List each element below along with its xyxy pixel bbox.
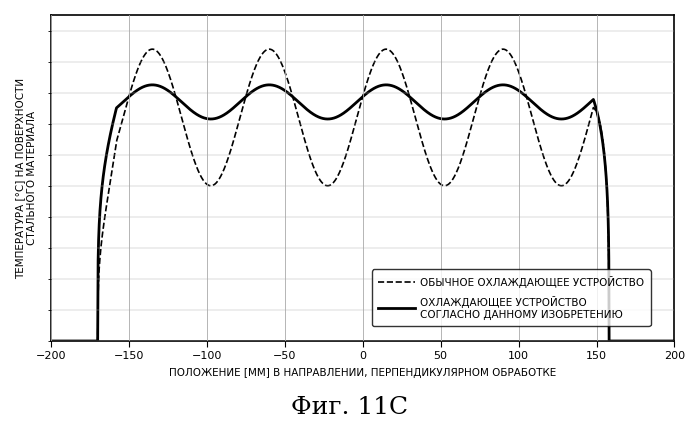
Text: Фиг. 11C: Фиг. 11C [291,396,409,419]
ОХЛАЖДАЮЩЕЕ УСТРОЙСТВО
СОГЛАСНО ДАННОМУ ИЗОБРЕТЕНИЮ [47,338,55,343]
ОБЫЧНОЕ ОХЛАЖДАЮЩЕЕ УСТРОЙСТВО [343,148,351,154]
ОХЛАЖДАЮЩЕЕ УСТРОЙСТВО
СОГЛАСНО ДАННОМУ ИЗОБРЕТЕНИЮ [651,338,659,343]
Line: ОХЛАЖДАЮЩЕЕ УСТРОЙСТВО
СОГЛАСНО ДАННОМУ ИЗОБРЕТЕНИЮ: ОХЛАЖДАЮЩЕЕ УСТРОЙСТВО СОГЛАСНО ДАННОМУ … [51,85,674,341]
ОБЫЧНОЕ ОХЛАЖДАЮЩЕЕ УСТРОЙСТВО [620,338,629,343]
ОБЫЧНОЕ ОХЛАЖДАЮЩЕЕ УСТРОЙСТВО [148,47,157,52]
ОХЛАЖДАЮЩЕЕ УСТРОЙСТВО
СОГЛАСНО ДАННОМУ ИЗОБРЕТЕНИЮ [148,82,157,88]
X-axis label: ПОЛОЖЕНИЕ [ММ] В НАПРАВЛЕНИИ, ПЕРПЕНДИКУЛЯРНОМ ОБРАБОТКЕ: ПОЛОЖЕНИЕ [ММ] В НАПРАВЛЕНИИ, ПЕРПЕНДИКУ… [169,368,556,379]
ОХЛАЖДАЮЩЕЕ УСТРОЙСТВО
СОГЛАСНО ДАННОМУ ИЗОБРЕТЕНИЮ [670,338,678,343]
ОБЫЧНОЕ ОХЛАЖДАЮЩЕЕ УСТРОЙСТВО [47,338,55,343]
ОХЛАЖДАЮЩЕЕ УСТРОЙСТВО
СОГЛАСНО ДАННОМУ ИЗОБРЕТЕНИЮ [620,338,629,343]
ОХЛАЖДАЮЩЕЕ УСТРОЙСТВО
СОГЛАСНО ДАННОМУ ИЗОБРЕТЕНИЮ [309,112,317,117]
ОБЫЧНОЕ ОХЛАЖДАЮЩЕЕ УСТРОЙСТВО [651,338,659,343]
ОХЛАЖДАЮЩЕЕ УСТРОЙСТВО
СОГЛАСНО ДАННОМУ ИЗОБРЕТЕНИЮ [314,114,322,119]
ОБЫЧНОЕ ОХЛАЖДАЮЩЕЕ УСТРОЙСТВО [314,174,322,179]
Legend: ОБЫЧНОЕ ОХЛАЖДАЮЩЕЕ УСТРОЙСТВО, ОХЛАЖДАЮЩЕЕ УСТРОЙСТВО
СОГЛАСНО ДАННОМУ ИЗОБРЕТЕ: ОБЫЧНОЕ ОХЛАЖДАЮЩЕЕ УСТРОЙСТВО, ОХЛАЖДАЮ… [372,269,650,326]
ОБЫЧНОЕ ОХЛАЖДАЮЩЕЕ УСТРОЙСТВО [670,338,678,343]
ОБЫЧНОЕ ОХЛАЖДАЮЩЕЕ УСТРОЙСТВО [309,163,317,168]
Y-axis label: ТЕМПЕРАТУРА [°С] НА ПОВЕРХНОСТИ
СТАЛЬНОГО МАТЕРИАЛА: ТЕМПЕРАТУРА [°С] НА ПОВЕРХНОСТИ СТАЛЬНОГ… [15,77,36,279]
ОХЛАЖДАЮЩЕЕ УСТРОЙСТВО
СОГЛАСНО ДАННОМУ ИЗОБРЕТЕНИЮ [343,108,351,113]
Line: ОБЫЧНОЕ ОХЛАЖДАЮЩЕЕ УСТРОЙСТВО: ОБЫЧНОЕ ОХЛАЖДАЮЩЕЕ УСТРОЙСТВО [51,49,674,341]
ОБЫЧНОЕ ОХЛАЖДАЮЩЕЕ УСТРОЙСТВО [500,47,508,52]
ОХЛАЖДАЮЩЕЕ УСТРОЙСТВО
СОГЛАСНО ДАННОМУ ИЗОБРЕТЕНИЮ [500,82,508,88]
